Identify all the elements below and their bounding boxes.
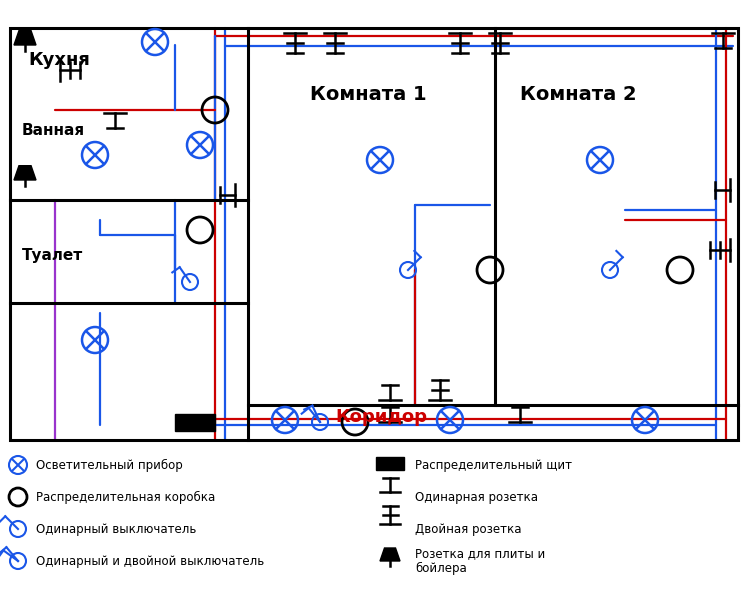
Text: Туалет: Туалет [22,248,83,263]
Polygon shape [14,31,36,45]
Polygon shape [380,548,400,561]
Polygon shape [14,166,36,180]
Text: Одинарный и двойной выключатель: Одинарный и двойной выключатель [36,554,264,568]
Bar [10,28,738,440]
Text: Кухня: Кухня [28,51,90,69]
Text: Осветительный прибор: Осветительный прибор [36,458,183,472]
Text: Комната 1: Комната 1 [310,85,427,104]
Bar [175,413,215,431]
Text: Одинарный выключатель: Одинарный выключатель [36,523,197,535]
Bar [376,457,404,469]
Text: Розетка для плиты и
бойлера: Розетка для плиты и бойлера [415,547,545,575]
Text: Одинарная розетка: Одинарная розетка [415,491,538,503]
Text: Двойная розетка: Двойная розетка [415,523,521,535]
Text: Распределительный щит: Распределительный щит [415,458,572,472]
Text: Распределительная коробка: Распределительная коробка [36,490,215,503]
Text: Ванная: Ванная [22,123,85,138]
Text: Комната 2: Комната 2 [520,85,637,104]
Text: Коридор: Коридор [335,408,427,426]
